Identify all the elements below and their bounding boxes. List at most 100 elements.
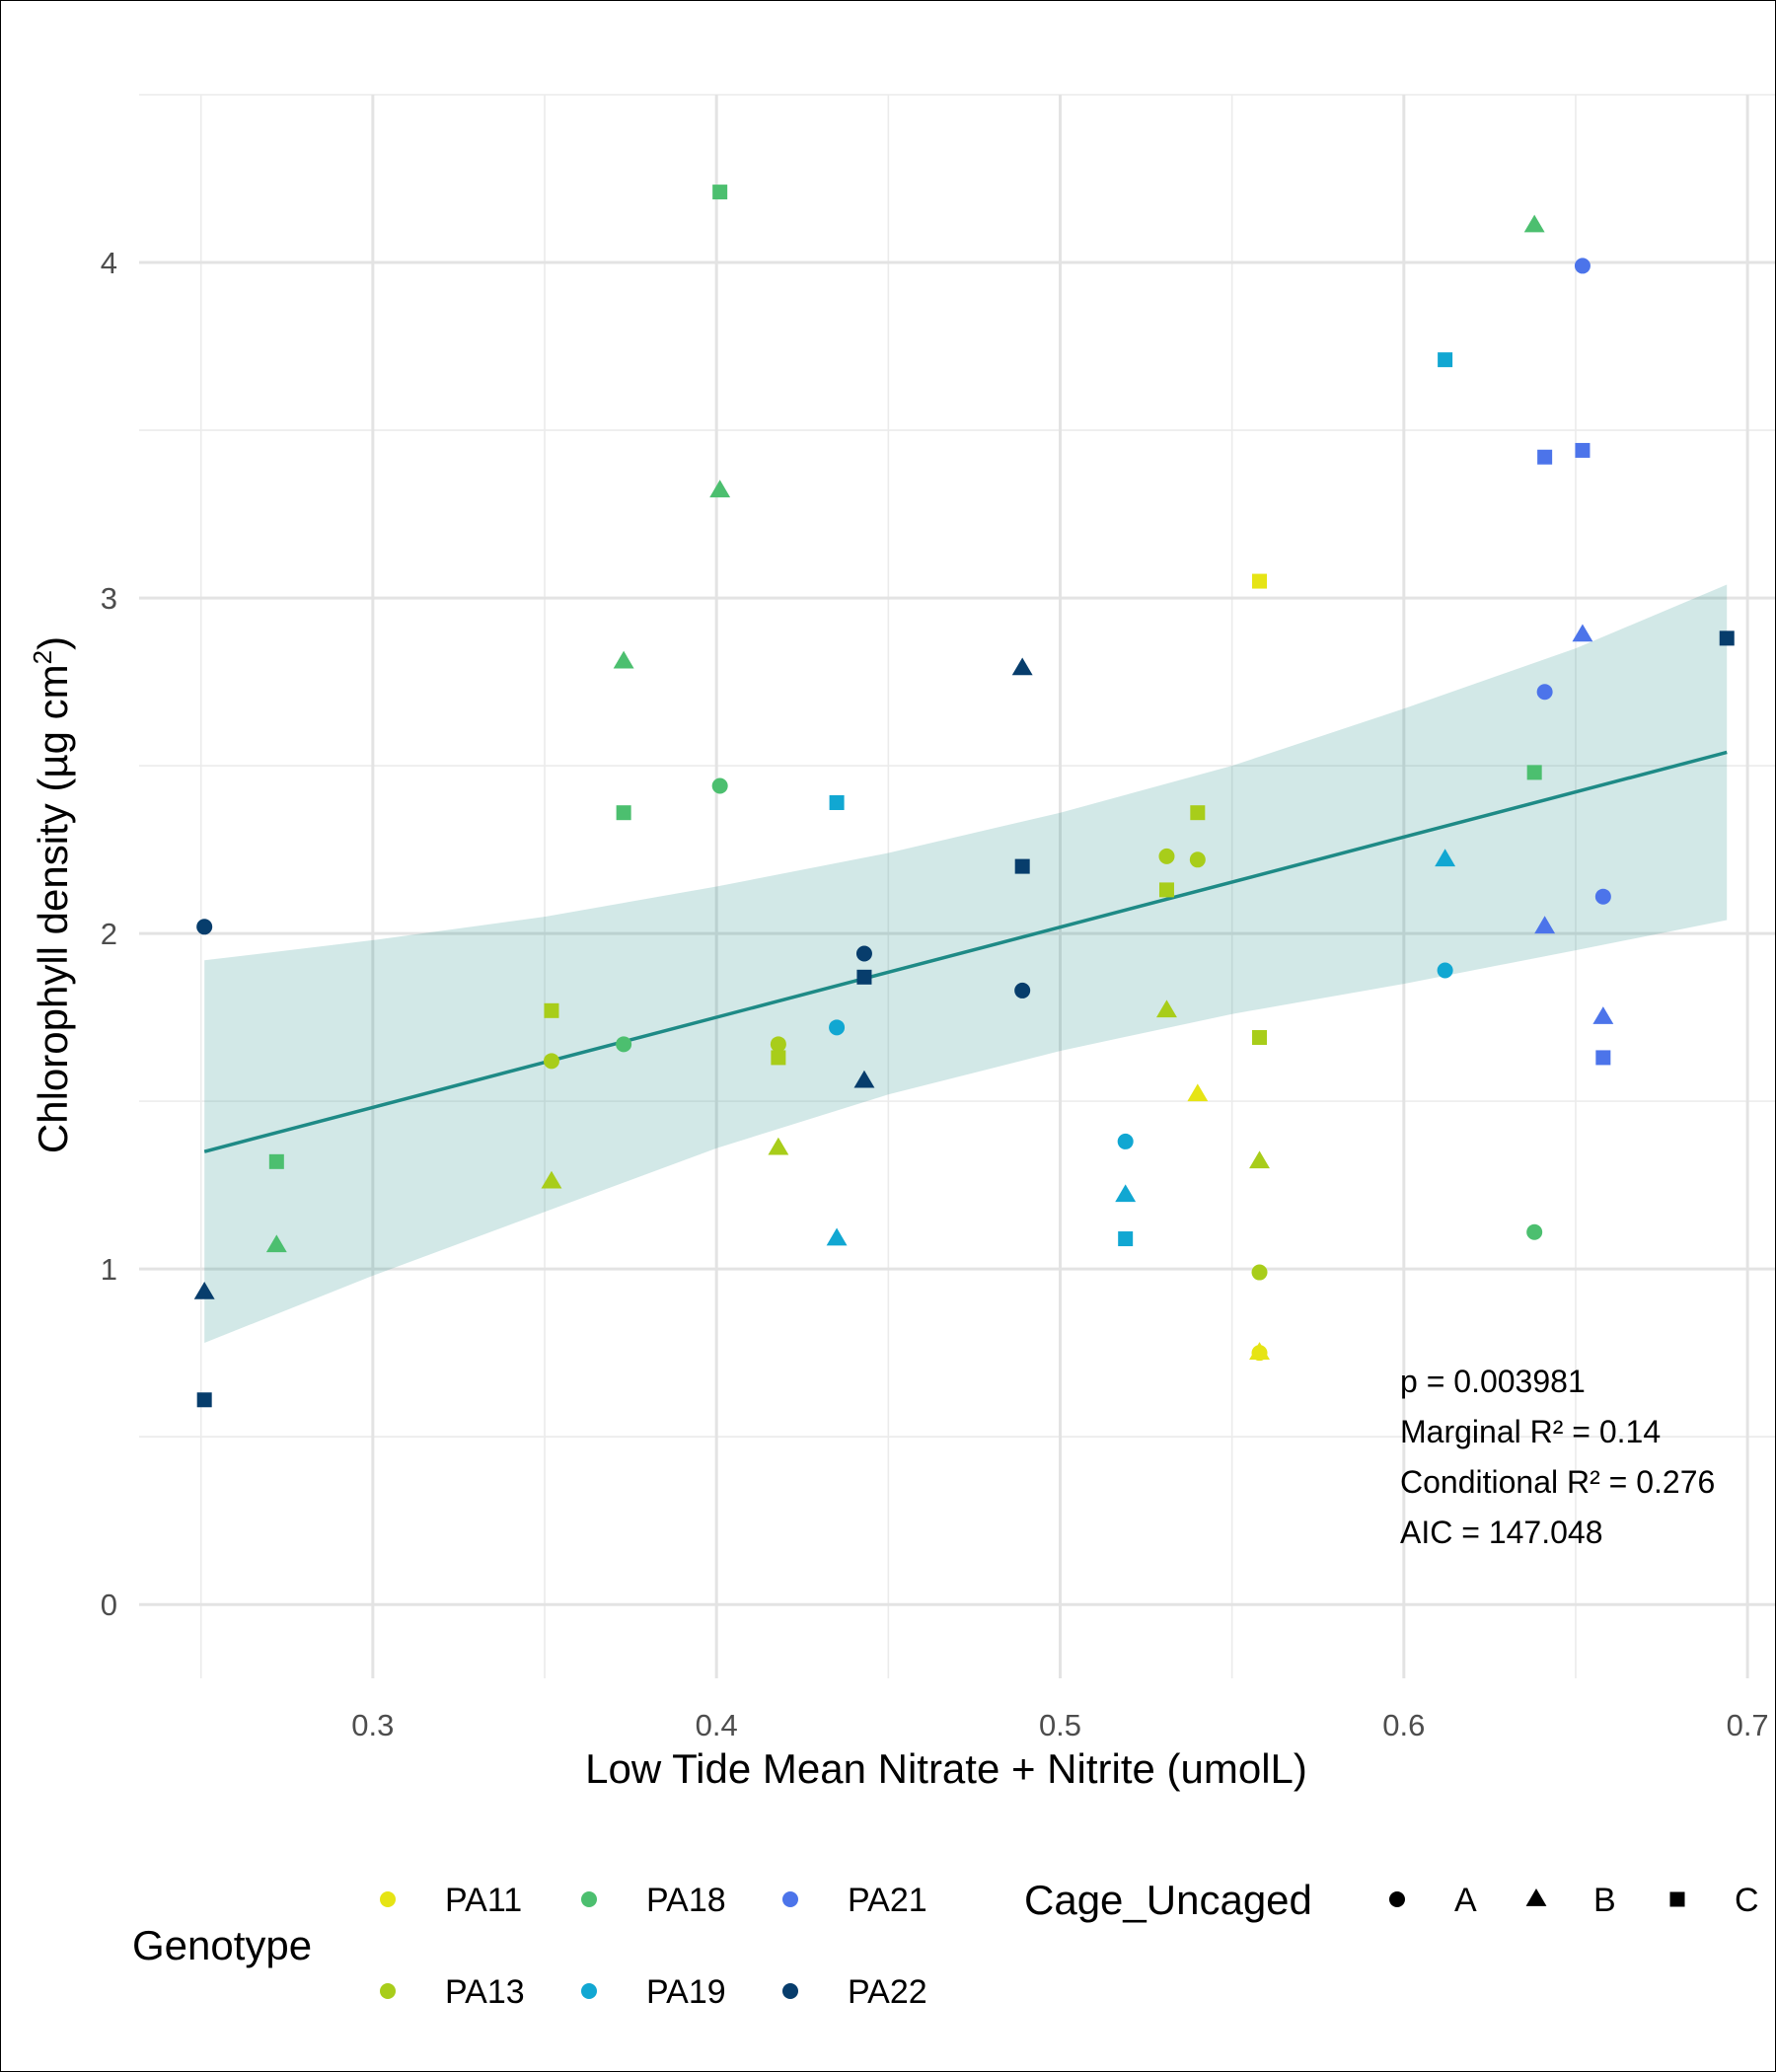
data-point [826, 1227, 848, 1246]
annotation-p-value: p = 0.003981 [1400, 1364, 1586, 1399]
genotype-legend-key [380, 1983, 396, 1999]
cage-legend-label: C [1735, 1882, 1759, 1919]
data-point [1249, 1342, 1270, 1360]
data-point [193, 1281, 215, 1299]
data-point [1014, 858, 1030, 874]
genotype-legend-label: PA21 [848, 1882, 927, 1919]
data-point [1592, 1006, 1614, 1024]
data-point [1526, 1223, 1543, 1240]
cage-legend-label: A [1454, 1882, 1477, 1919]
genotype-legend-label: PA22 [848, 1973, 927, 2011]
cage-legend-key [1525, 1888, 1547, 1906]
data-point [544, 1002, 559, 1018]
model-stats-annotation: p = 0.003981 Marginal R² = 0.14 Conditio… [1400, 1364, 1715, 1550]
annotation-marginal-r2: Marginal R² = 0.14 [1400, 1414, 1661, 1449]
data-point [1252, 1030, 1268, 1046]
genotype-legend-key [782, 1983, 798, 1999]
data-points [193, 185, 1735, 1408]
data-point [712, 185, 728, 200]
y-axis-title-close: ) [30, 636, 76, 650]
data-point [768, 1137, 789, 1155]
data-point [265, 1234, 287, 1253]
tick-labels: 0.3 0.4 0.5 0.6 0.7 0 1 2 3 4 [101, 246, 1769, 1742]
x-tick-label: 0.3 [351, 1708, 394, 1742]
data-point [1011, 657, 1033, 676]
data-point [268, 1153, 284, 1169]
data-point [1014, 982, 1031, 999]
data-point [1249, 1150, 1270, 1169]
data-point [770, 1036, 786, 1053]
y-axis-title-main: Chlorophyll density (µg cm [30, 664, 76, 1153]
genotype-legend-label: PA11 [445, 1882, 522, 1919]
data-point [856, 969, 872, 985]
data-point [1438, 352, 1453, 368]
y-tick-label: 2 [101, 917, 117, 951]
genotype-legend-items: PA11 PA13 PA18 PA19 PA21 PA22 [380, 1882, 927, 2011]
genotype-legend-key [581, 1891, 597, 1907]
cage-legend-title: Cage_Uncaged [1024, 1877, 1312, 1923]
data-point [1158, 882, 1174, 898]
data-point [616, 1036, 632, 1053]
data-point [1190, 805, 1206, 821]
genotype-legend-label: PA13 [445, 1973, 525, 2011]
data-point [1252, 573, 1268, 589]
y-tick-label: 1 [101, 1252, 117, 1287]
data-point [1575, 442, 1591, 458]
data-point [1435, 849, 1456, 867]
annotation-conditional-r2: Conditional R² = 0.276 [1400, 1464, 1715, 1500]
data-point [855, 945, 872, 962]
fit-line-layer [203, 750, 1728, 1153]
data-point [709, 480, 731, 498]
x-tick-label: 0.7 [1727, 1708, 1769, 1742]
data-point [1189, 851, 1206, 868]
data-point [1156, 999, 1177, 1018]
legend: Genotype PA11 PA13 PA18 PA19 PA21 PA22 Cage_U… [132, 1877, 1759, 2011]
data-point [1719, 630, 1735, 646]
data-point [829, 1019, 846, 1036]
data-point [829, 794, 845, 810]
data-point [543, 1053, 559, 1070]
data-point [853, 1070, 875, 1088]
x-tick-label: 0.4 [696, 1708, 738, 1742]
data-point [196, 919, 213, 935]
data-point [613, 650, 634, 669]
genotype-legend-key [782, 1891, 798, 1907]
data-point [771, 1050, 786, 1066]
data-point [711, 777, 728, 794]
x-tick-label: 0.6 [1382, 1708, 1425, 1742]
data-point [1115, 1184, 1137, 1203]
y-axis-title: Chlorophyll density (µg cm2) [28, 636, 76, 1153]
y-tick-label: 4 [101, 246, 117, 280]
data-point [1572, 624, 1593, 642]
data-point [541, 1170, 562, 1189]
genotype-legend-label: PA18 [646, 1882, 726, 1919]
data-point [616, 805, 631, 821]
data-point [1117, 1133, 1134, 1149]
data-point [1437, 962, 1453, 979]
data-point [1594, 888, 1611, 905]
data-point [1534, 916, 1556, 934]
x-axis-title: Low Tide Mean Nitrate + Nitrite (umolL) [585, 1745, 1307, 1792]
y-axis-title-superscript: 2 [28, 650, 57, 664]
data-point [1118, 1231, 1134, 1247]
annotation-aic: AIC = 147.048 [1400, 1515, 1602, 1550]
data-point [1526, 765, 1542, 780]
data-point [1523, 214, 1545, 233]
data-point [1537, 449, 1553, 465]
genotype-legend-title: Genotype [132, 1922, 312, 1968]
y-tick-label: 0 [101, 1588, 117, 1622]
fit-line [203, 750, 1728, 1153]
genotype-legend-key [380, 1891, 396, 1907]
genotype-legend-label: PA19 [646, 1973, 726, 2011]
grid [139, 94, 1775, 1678]
cage-legend-key [1669, 1891, 1685, 1907]
data-point [1251, 1264, 1268, 1281]
data-point [1574, 258, 1591, 274]
data-point [1158, 848, 1175, 864]
data-point [1536, 684, 1553, 701]
cage-legend-key [1389, 1891, 1405, 1907]
y-tick-label: 3 [101, 581, 117, 616]
cage-legend-items: A B C [1389, 1882, 1759, 1919]
